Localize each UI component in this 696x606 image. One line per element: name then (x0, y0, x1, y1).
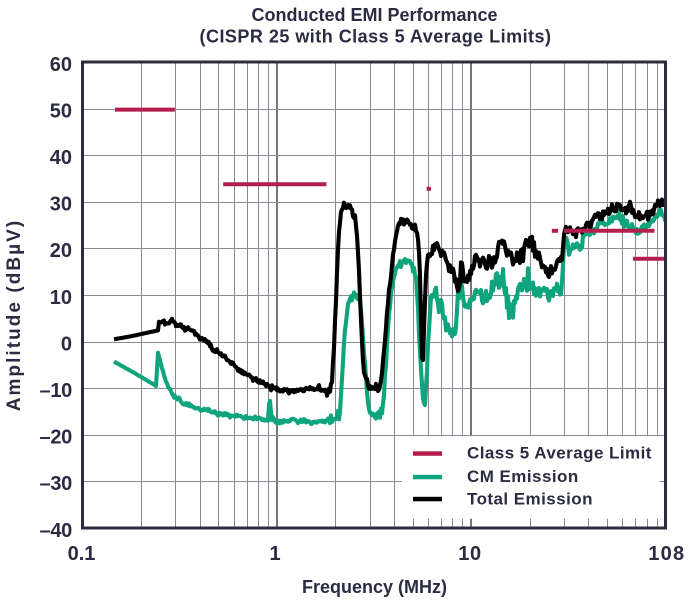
svg-text:–30: –30 (40, 473, 73, 495)
svg-text:108: 108 (648, 543, 685, 565)
svg-text:40: 40 (50, 147, 72, 169)
svg-text:Conducted EMI Performance: Conducted EMI Performance (251, 5, 497, 25)
svg-text:20: 20 (50, 240, 72, 262)
svg-text:Total Emission: Total Emission (467, 490, 593, 509)
svg-text:10: 10 (50, 287, 72, 309)
svg-text:60: 60 (50, 54, 72, 76)
svg-text:10: 10 (458, 543, 481, 565)
svg-text:30: 30 (50, 194, 72, 216)
svg-text:Class 5 Average Limit: Class 5 Average Limit (467, 444, 652, 463)
svg-text:0.1: 0.1 (68, 543, 96, 565)
svg-text:Amplitude (dBµV): Amplitude (dBµV) (4, 219, 25, 412)
svg-text:–20: –20 (40, 427, 73, 449)
svg-text:50: 50 (50, 100, 72, 122)
svg-text:–10: –10 (40, 380, 73, 402)
svg-text:CM Emission: CM Emission (467, 467, 579, 486)
svg-text:Frequency (MHz): Frequency (MHz) (302, 577, 447, 597)
svg-text:–40: –40 (40, 520, 73, 542)
svg-text:0: 0 (61, 333, 72, 355)
svg-text:1: 1 (269, 543, 280, 565)
svg-text:(CISPR 25 with Class 5 Average: (CISPR 25 with Class 5 Average Limits) (199, 27, 551, 47)
